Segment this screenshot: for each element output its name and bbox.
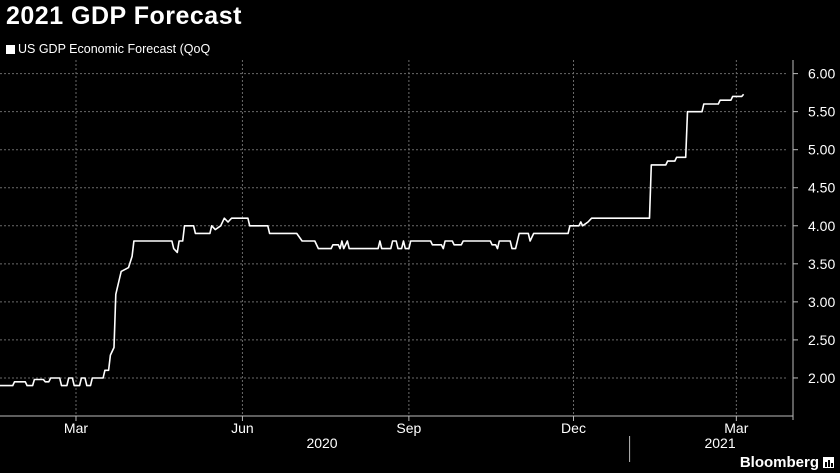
brand-name: Bloomberg	[739, 454, 819, 471]
y-tick-label: 5.00	[808, 142, 835, 158]
x-tick-label: Mar	[724, 420, 748, 436]
year-label: 2021	[704, 435, 735, 451]
y-tick-label: 5.50	[808, 104, 835, 120]
y-tick-label: 3.00	[808, 294, 835, 310]
x-tick-label: Mar	[64, 420, 88, 436]
chart-legend: US GDP Economic Forecast (QoQ	[6, 42, 210, 56]
y-tick-label: 2.00	[808, 370, 835, 386]
bar-chart-icon	[823, 457, 834, 468]
y-tick-label: 2.50	[808, 332, 835, 348]
bloomberg-logo: Bloomberg	[740, 454, 834, 471]
y-tick-label: 4.50	[808, 180, 835, 196]
x-tick-label: Jun	[231, 420, 254, 436]
y-tick-label: 4.00	[808, 218, 835, 234]
x-tick-label: Sep	[396, 420, 421, 436]
legend-swatch	[6, 44, 15, 54]
year-label: 2020	[306, 435, 337, 451]
y-tick-label: 3.50	[808, 256, 835, 272]
series-line	[0, 93, 745, 387]
legend-label: US GDP Economic Forecast (QoQ	[18, 42, 211, 56]
chart-title: 2021 GDP Forecast	[6, 2, 242, 30]
x-tick-label: Dec	[561, 420, 586, 436]
y-tick-label: 6.00	[808, 66, 835, 82]
